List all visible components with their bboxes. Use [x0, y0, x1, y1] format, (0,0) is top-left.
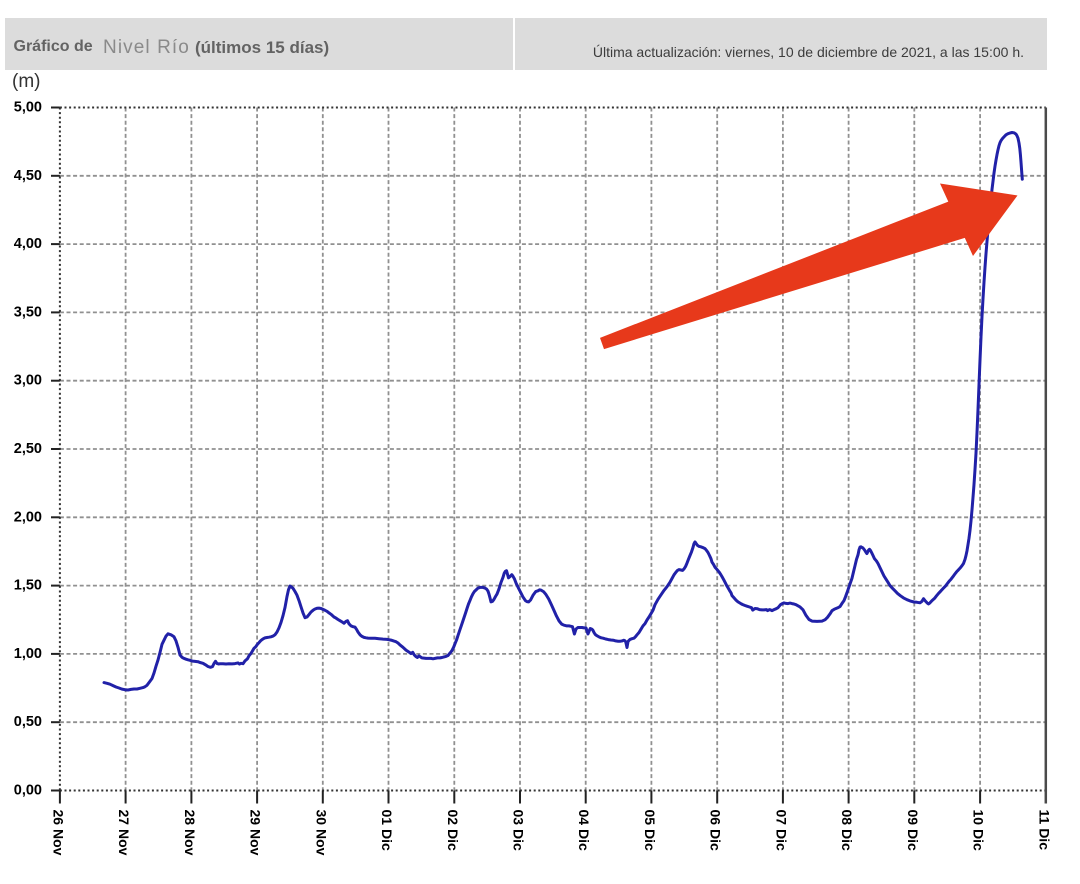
svg-text:04 Dic: 04 Dic	[576, 810, 592, 851]
svg-text:1,00: 1,00	[14, 646, 42, 662]
svg-text:3,00: 3,00	[14, 373, 42, 389]
svg-text:11 Dic: 11 Dic	[1036, 810, 1052, 851]
svg-text:02 Dic: 02 Dic	[445, 810, 461, 851]
svg-text:08 Dic: 08 Dic	[839, 810, 855, 851]
svg-text:06 Dic: 06 Dic	[708, 810, 724, 851]
svg-text:2,50: 2,50	[14, 441, 42, 457]
svg-text:10 Dic: 10 Dic	[971, 810, 987, 851]
svg-text:4,00: 4,00	[14, 236, 42, 252]
svg-text:0,00: 0,00	[14, 783, 42, 799]
svg-text:27 Nov: 27 Nov	[116, 810, 132, 856]
svg-text:5,00: 5,00	[14, 100, 42, 116]
svg-text:1,50: 1,50	[14, 578, 42, 594]
svg-text:4,50: 4,50	[14, 168, 42, 184]
svg-text:09 Dic: 09 Dic	[905, 810, 921, 851]
svg-text:2,00: 2,00	[14, 509, 42, 525]
svg-text:3,50: 3,50	[14, 304, 42, 320]
svg-text:0,50: 0,50	[14, 714, 42, 730]
svg-text:26 Nov: 26 Nov	[50, 810, 66, 856]
svg-text:29 Nov: 29 Nov	[248, 810, 264, 856]
svg-text:03 Dic: 03 Dic	[511, 810, 527, 851]
svg-text:05 Dic: 05 Dic	[642, 810, 658, 851]
svg-text:07 Dic: 07 Dic	[773, 810, 789, 851]
svg-text:01 Dic: 01 Dic	[379, 810, 395, 851]
svg-text:28 Nov: 28 Nov	[182, 810, 198, 856]
svg-text:30 Nov: 30 Nov	[313, 810, 329, 856]
